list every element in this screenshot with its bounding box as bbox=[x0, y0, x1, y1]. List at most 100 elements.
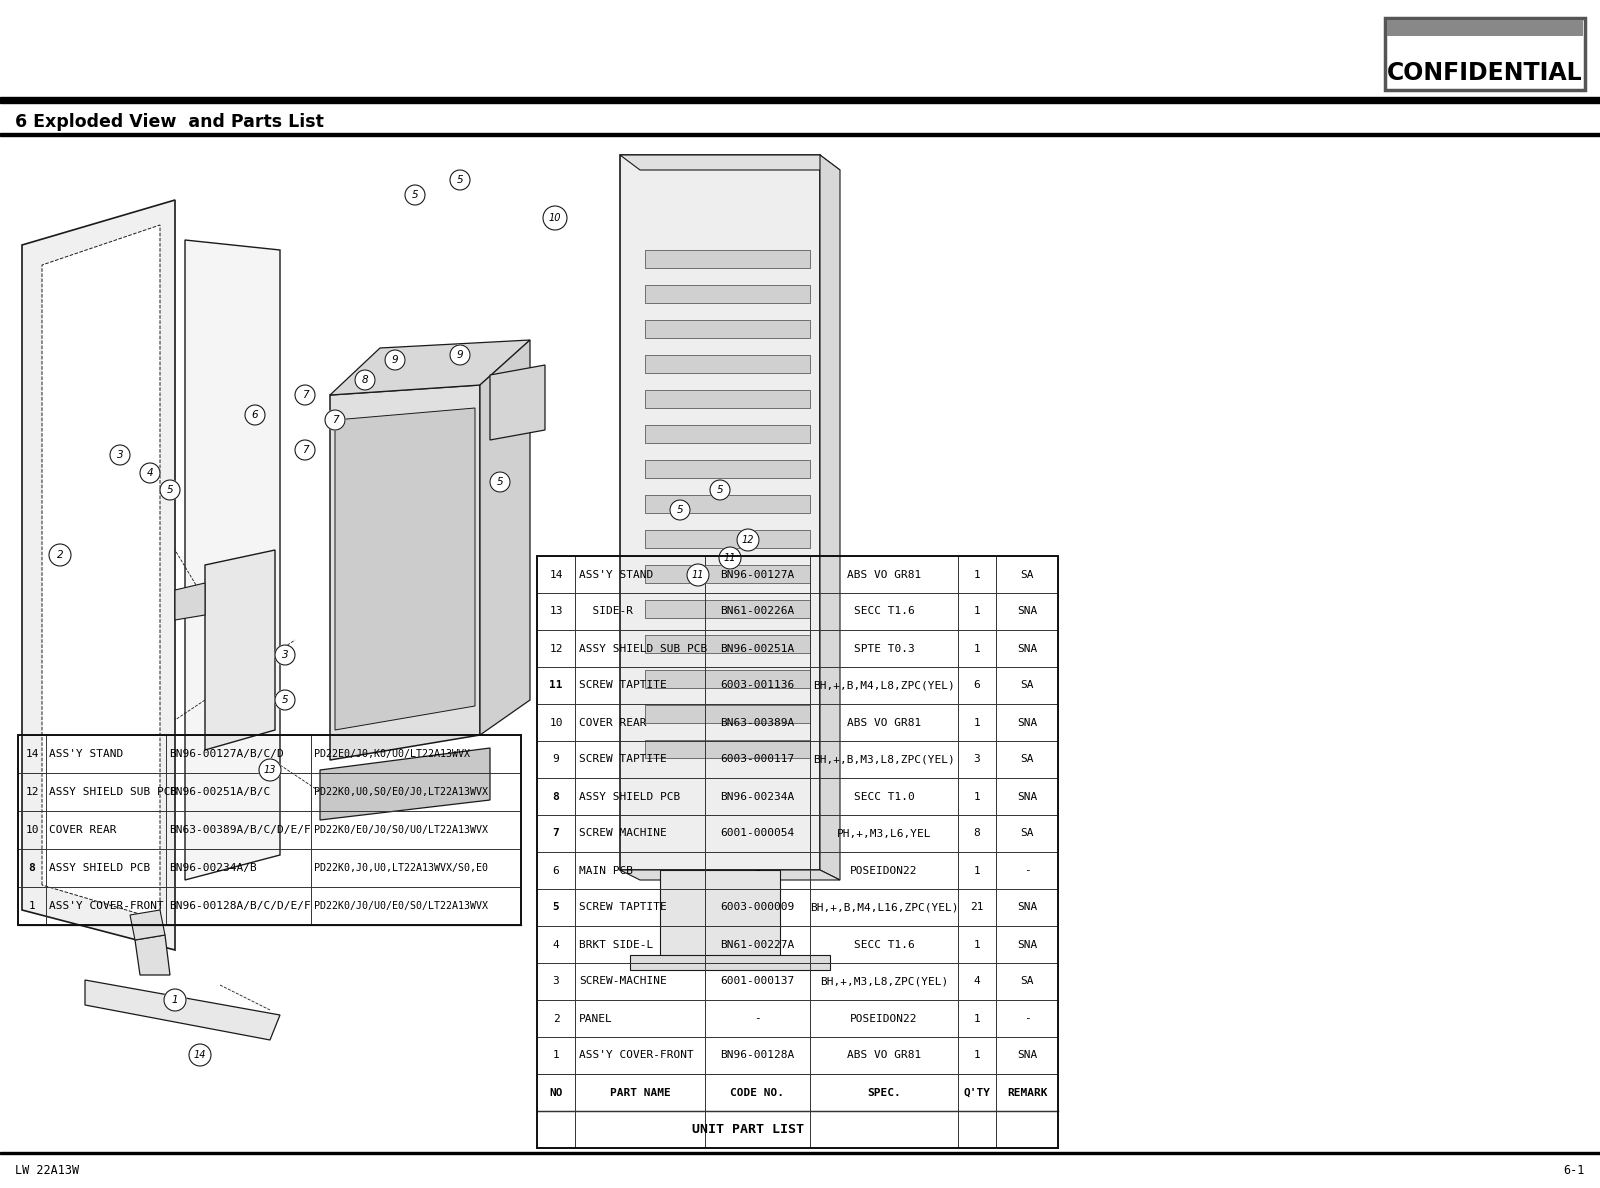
Polygon shape bbox=[645, 495, 810, 513]
Polygon shape bbox=[645, 249, 810, 268]
Polygon shape bbox=[621, 154, 819, 870]
Polygon shape bbox=[819, 154, 840, 880]
Text: 2: 2 bbox=[552, 1013, 560, 1024]
Text: -: - bbox=[754, 866, 762, 876]
Text: BN96-00127A: BN96-00127A bbox=[720, 569, 795, 580]
Circle shape bbox=[275, 690, 294, 710]
Text: CODE NO.: CODE NO. bbox=[731, 1087, 784, 1098]
Text: 2: 2 bbox=[56, 550, 64, 560]
Circle shape bbox=[294, 440, 315, 460]
Text: BN96-00127A/B/C/D: BN96-00127A/B/C/D bbox=[170, 748, 283, 759]
Text: SCREW TAPTITE: SCREW TAPTITE bbox=[579, 681, 667, 690]
Text: SCREW-MACHINE: SCREW-MACHINE bbox=[579, 977, 667, 986]
Text: 5: 5 bbox=[282, 695, 288, 704]
Circle shape bbox=[294, 385, 315, 405]
Text: SA: SA bbox=[1021, 828, 1034, 839]
Text: SA: SA bbox=[1021, 754, 1034, 765]
Text: 7: 7 bbox=[302, 446, 309, 455]
Text: SECC T1.6: SECC T1.6 bbox=[854, 940, 914, 949]
Text: SCREW MACHINE: SCREW MACHINE bbox=[579, 828, 667, 839]
Circle shape bbox=[245, 405, 266, 425]
Polygon shape bbox=[645, 704, 810, 723]
Bar bbox=[0, 97, 1600, 103]
Text: 1: 1 bbox=[974, 644, 981, 653]
Text: PD22K0/E0/J0/S0/U0/LT22A13WVX: PD22K0/E0/J0/S0/U0/LT22A13WVX bbox=[314, 824, 488, 835]
Bar bbox=[18, 735, 522, 925]
Text: BN96-00234A: BN96-00234A bbox=[720, 791, 795, 802]
Text: 8: 8 bbox=[974, 828, 981, 839]
Text: 9: 9 bbox=[456, 350, 464, 360]
Text: SNA: SNA bbox=[1018, 644, 1037, 653]
Text: BH,+,B,M4,L16,ZPC(YEL): BH,+,B,M4,L16,ZPC(YEL) bbox=[810, 903, 958, 912]
Polygon shape bbox=[645, 285, 810, 303]
Text: 6: 6 bbox=[552, 866, 560, 876]
Text: SECC T1.0: SECC T1.0 bbox=[854, 791, 914, 802]
Text: ABS VO GR81: ABS VO GR81 bbox=[846, 718, 922, 727]
Polygon shape bbox=[480, 340, 530, 735]
Text: SA: SA bbox=[1021, 569, 1034, 580]
Text: 8: 8 bbox=[552, 791, 560, 802]
Circle shape bbox=[450, 170, 470, 190]
Text: 14: 14 bbox=[549, 569, 563, 580]
Circle shape bbox=[386, 350, 405, 369]
Circle shape bbox=[325, 410, 346, 430]
Text: BN96-00128A/B/C/D/E/F: BN96-00128A/B/C/D/E/F bbox=[170, 901, 310, 911]
Polygon shape bbox=[645, 390, 810, 407]
Text: 5: 5 bbox=[411, 190, 418, 200]
Bar bbox=[0, 1152, 1600, 1154]
Circle shape bbox=[275, 645, 294, 665]
Text: NO: NO bbox=[549, 1087, 563, 1098]
Text: BN61-00227A: BN61-00227A bbox=[720, 940, 795, 949]
Circle shape bbox=[110, 446, 130, 465]
Text: BRKT SIDE-L: BRKT SIDE-L bbox=[579, 940, 653, 949]
Text: LW 22A13W: LW 22A13W bbox=[14, 1163, 78, 1176]
Polygon shape bbox=[645, 530, 810, 548]
Text: 10: 10 bbox=[26, 824, 38, 835]
Text: UNIT PART LIST: UNIT PART LIST bbox=[691, 1123, 803, 1136]
Circle shape bbox=[670, 500, 690, 520]
Text: 6003-001136: 6003-001136 bbox=[720, 681, 795, 690]
Text: 9: 9 bbox=[392, 355, 398, 365]
Text: SNA: SNA bbox=[1018, 718, 1037, 727]
Text: 13: 13 bbox=[549, 607, 563, 617]
Text: 1: 1 bbox=[974, 1050, 981, 1061]
Text: 1: 1 bbox=[974, 866, 981, 876]
Text: 8: 8 bbox=[29, 862, 35, 873]
Circle shape bbox=[259, 759, 282, 781]
Text: 1: 1 bbox=[171, 996, 178, 1005]
Text: 11: 11 bbox=[691, 570, 704, 580]
Text: PD22K0,U0,S0/E0/J0,LT22A13WVX: PD22K0,U0,S0/E0/J0,LT22A13WVX bbox=[314, 786, 488, 797]
Polygon shape bbox=[645, 600, 810, 618]
Polygon shape bbox=[174, 583, 205, 620]
Text: BH,+,B,M3,L8,ZPC(YEL): BH,+,B,M3,L8,ZPC(YEL) bbox=[813, 754, 955, 765]
Text: Q'TY: Q'TY bbox=[963, 1087, 990, 1098]
Text: 1: 1 bbox=[974, 940, 981, 949]
Text: BN61-00226A: BN61-00226A bbox=[720, 607, 795, 617]
Text: 6003-000117: 6003-000117 bbox=[720, 754, 795, 765]
Text: 6-1: 6-1 bbox=[1563, 1163, 1586, 1176]
Text: 6001-000054: 6001-000054 bbox=[720, 828, 795, 839]
Text: SNA: SNA bbox=[1018, 1050, 1037, 1061]
Text: BN96-00251A/B/C: BN96-00251A/B/C bbox=[170, 786, 270, 797]
Circle shape bbox=[490, 472, 510, 492]
Text: 5: 5 bbox=[552, 903, 560, 912]
Text: 3: 3 bbox=[282, 650, 288, 661]
Text: ASS'Y COVER-FRONT: ASS'Y COVER-FRONT bbox=[50, 901, 163, 911]
Text: SIDE-R: SIDE-R bbox=[579, 607, 634, 617]
Text: 6001-000137: 6001-000137 bbox=[720, 977, 795, 986]
Text: POSEIDON22: POSEIDON22 bbox=[850, 1013, 918, 1024]
Polygon shape bbox=[645, 320, 810, 339]
Polygon shape bbox=[630, 955, 830, 969]
Circle shape bbox=[160, 480, 179, 500]
Text: PART NAME: PART NAME bbox=[610, 1087, 670, 1098]
Text: CONFIDENTIAL: CONFIDENTIAL bbox=[1387, 61, 1582, 86]
Bar bbox=[1387, 20, 1582, 36]
Text: 1: 1 bbox=[974, 791, 981, 802]
Text: 7: 7 bbox=[302, 390, 309, 400]
Text: REMARK: REMARK bbox=[1006, 1087, 1048, 1098]
Text: ASS'Y STAND: ASS'Y STAND bbox=[50, 748, 123, 759]
Text: 6: 6 bbox=[974, 681, 981, 690]
Polygon shape bbox=[42, 225, 160, 920]
Text: 5: 5 bbox=[677, 505, 683, 516]
Text: 14: 14 bbox=[194, 1050, 206, 1060]
